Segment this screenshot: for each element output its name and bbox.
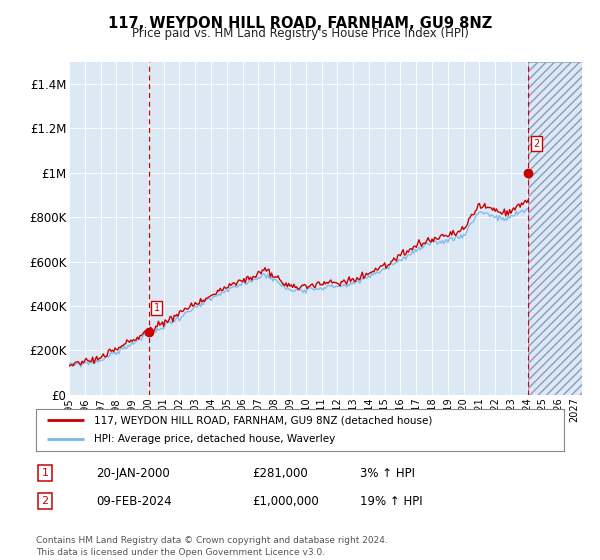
Text: 20-JAN-2000: 20-JAN-2000 [96, 466, 170, 480]
Text: 09-FEB-2024: 09-FEB-2024 [96, 494, 172, 508]
Text: 19% ↑ HPI: 19% ↑ HPI [360, 494, 422, 508]
Text: 2: 2 [41, 496, 49, 506]
Text: £281,000: £281,000 [252, 466, 308, 480]
Text: 1: 1 [154, 303, 160, 313]
Text: 117, WEYDON HILL ROAD, FARNHAM, GU9 8NZ (detached house): 117, WEYDON HILL ROAD, FARNHAM, GU9 8NZ … [94, 415, 433, 425]
Text: 117, WEYDON HILL ROAD, FARNHAM, GU9 8NZ: 117, WEYDON HILL ROAD, FARNHAM, GU9 8NZ [108, 16, 492, 31]
Text: £1,000,000: £1,000,000 [252, 494, 319, 508]
Text: Price paid vs. HM Land Registry's House Price Index (HPI): Price paid vs. HM Land Registry's House … [131, 27, 469, 40]
Text: Contains HM Land Registry data © Crown copyright and database right 2024.
This d: Contains HM Land Registry data © Crown c… [36, 536, 388, 557]
Text: 2: 2 [533, 139, 539, 149]
Bar [529, 62, 582, 395]
Text: HPI: Average price, detached house, Waverley: HPI: Average price, detached house, Wave… [94, 435, 335, 445]
Text: 3% ↑ HPI: 3% ↑ HPI [360, 466, 415, 480]
Text: 1: 1 [41, 468, 49, 478]
